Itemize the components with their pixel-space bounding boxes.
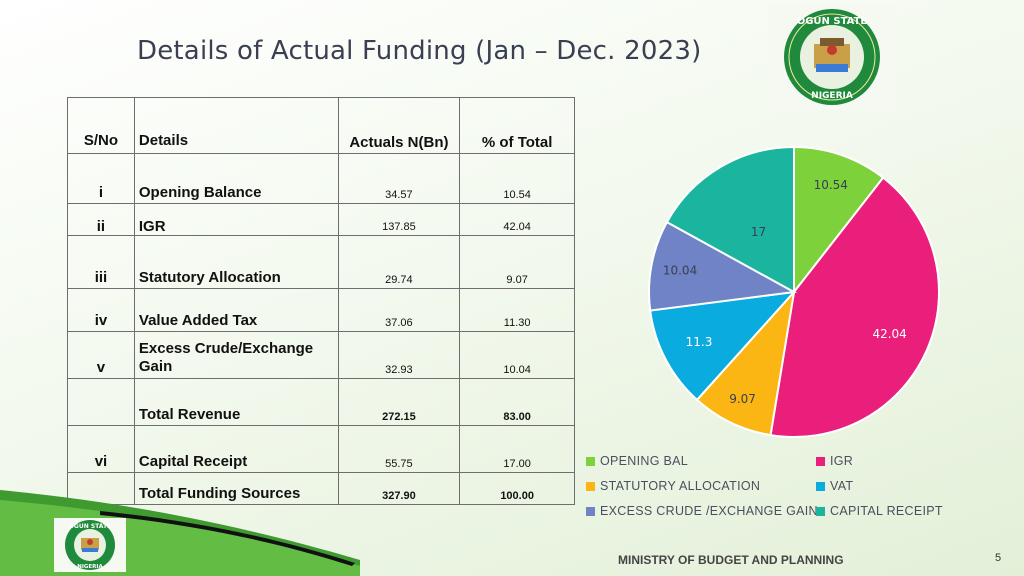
- legend-label: STATUTORY ALLOCATION: [600, 479, 761, 493]
- legend-swatch: [816, 481, 825, 491]
- row-sno: i: [67, 153, 135, 204]
- row-sno: iv: [67, 288, 135, 332]
- small-seal-top-text: OGUN STATE: [69, 523, 111, 530]
- ogun-state-seal-logo: OGUN STATE NIGERIA: [768, 4, 896, 110]
- legend-item-excess-crude: EXCESS CRUDE /EXCHANGE GAIN: [586, 504, 818, 518]
- row-sno: v: [67, 331, 135, 379]
- table-row: iv Value Added Tax 37.06 11.30: [67, 288, 575, 332]
- slide-title: Details of Actual Funding (Jan – Dec. 20…: [137, 36, 702, 66]
- pie-data-label: 17: [751, 225, 766, 239]
- legend-item-opening-bal: OPENING BAL: [586, 454, 688, 468]
- table-row: iii Statutory Allocation 29.74 9.07: [67, 235, 575, 289]
- seal-top-text: OGUN STATE: [797, 16, 868, 27]
- pie-data-label: 10.54: [814, 178, 848, 192]
- legend-item-statutory-allocation: STATUTORY ALLOCATION: [586, 479, 760, 493]
- header-sno: S/No: [67, 97, 135, 154]
- table-row-total-funding: Total Funding Sources 327.90 100.00: [67, 472, 575, 505]
- row-actual: 137.85: [337, 203, 461, 236]
- row-pct: 100.00: [459, 472, 575, 505]
- legend-label: CAPITAL RECEIPT: [830, 504, 943, 518]
- row-details: Total Funding Sources: [133, 472, 339, 505]
- table-row-total-revenue: Total Revenue 272.15 83.00: [67, 378, 575, 426]
- row-actual: 327.90: [337, 472, 461, 505]
- funding-table: S/No Details Actuals N(Bn) % of Total i …: [67, 97, 575, 505]
- legend-swatch: [586, 506, 595, 516]
- pie-data-label: 9.07: [729, 392, 756, 406]
- table-row: vi Capital Receipt 55.75 17.00: [67, 425, 575, 473]
- legend-item-capital-receipt: CAPITAL RECEIPT: [816, 504, 943, 518]
- row-pct: 11.30: [459, 288, 575, 332]
- seal-bottom-text: NIGERIA: [811, 91, 853, 101]
- table-row: v Excess Crude/Exchange Gain 32.93 10.04: [67, 331, 575, 379]
- legend-swatch: [816, 456, 825, 466]
- row-actual: 29.74: [337, 235, 461, 289]
- row-pct: 83.00: [459, 378, 575, 426]
- pie-slice-statutory-allocation: [695, 288, 796, 437]
- legend-label: VAT: [830, 479, 854, 493]
- row-pct: 9.07: [459, 235, 575, 289]
- row-pct: 42.04: [459, 203, 575, 236]
- pie-slice-opening-bal: [793, 145, 885, 295]
- page-number: 5: [995, 552, 1002, 564]
- row-actual: 32.93: [337, 331, 461, 379]
- legend-item-igr: IGR: [816, 454, 853, 468]
- table-row: i Opening Balance 34.57 10.54: [67, 153, 575, 204]
- legend-swatch: [586, 456, 595, 466]
- row-sno: vi: [67, 425, 135, 473]
- table-header-row: S/No Details Actuals N(Bn) % of Total: [67, 97, 575, 154]
- legend-swatch: [586, 481, 595, 491]
- ogun-state-seal-logo-small: OGUN STATE NIGERIA: [54, 518, 126, 572]
- row-details: Excess Crude/Exchange Gain: [133, 331, 339, 379]
- legend-swatch: [816, 506, 825, 516]
- row-pct: 10.04: [459, 331, 575, 379]
- legend-label: OPENING BAL: [600, 454, 689, 468]
- pie-data-label: 42.04: [872, 327, 906, 341]
- row-sno: ii: [67, 203, 135, 236]
- header-actuals: Actuals N(Bn): [337, 97, 461, 154]
- row-actual: 272.15: [337, 378, 461, 426]
- row-details: Total Revenue: [133, 378, 339, 426]
- row-actual: 55.75: [337, 425, 461, 473]
- pie-data-label: 11.3: [686, 335, 713, 349]
- row-actual: 34.57: [337, 153, 461, 204]
- row-sno: iii: [67, 235, 135, 289]
- row-details: Value Added Tax: [133, 288, 339, 332]
- pie-slice-igr: [769, 176, 940, 438]
- row-details: Capital Receipt: [133, 425, 339, 473]
- legend-item-vat: VAT: [816, 479, 853, 493]
- table-row: ii IGR 137.85 42.04: [67, 203, 575, 236]
- header-details: Details: [133, 97, 339, 154]
- pie-data-label: 10.04: [663, 263, 697, 277]
- legend-label: IGR: [830, 454, 854, 468]
- row-details: Opening Balance: [133, 153, 339, 204]
- ministry-footer: MINISTRY OF BUDGET AND PLANNING: [618, 553, 844, 567]
- funding-pie-chart: 10.54 42.04 9.07 11.3 10.04 17: [648, 145, 940, 438]
- pie-slice-vat: [649, 290, 797, 402]
- header-pct: % of Total: [459, 97, 575, 154]
- row-sno: [67, 378, 135, 426]
- small-seal-bottom-text: NIGERIA: [77, 564, 103, 570]
- row-details: Statutory Allocation: [133, 235, 339, 289]
- row-pct: 10.54: [459, 153, 575, 204]
- legend-label: EXCESS CRUDE /EXCHANGE GAIN: [600, 504, 818, 518]
- row-details: IGR: [133, 203, 339, 236]
- row-actual: 37.06: [337, 288, 461, 332]
- row-pct: 17.00: [459, 425, 575, 473]
- pie-slice-capital-receipt: [665, 145, 795, 294]
- pie-slice-excess-crude-exchange-gain: [648, 220, 798, 312]
